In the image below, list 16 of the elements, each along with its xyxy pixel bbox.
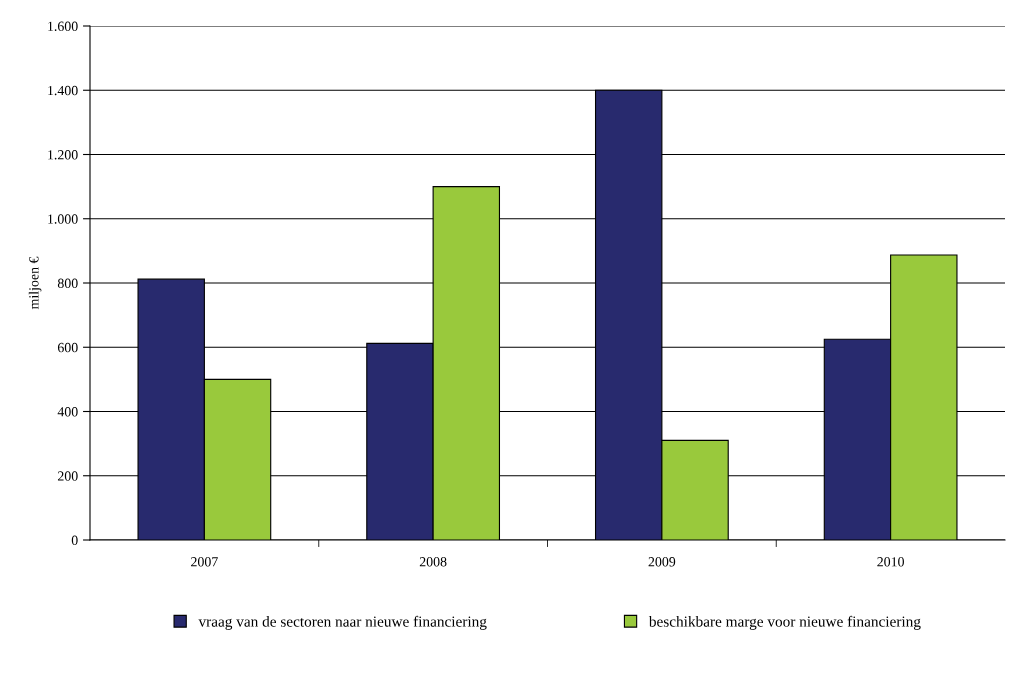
legend-label: vraag van de sectoren naar nieuwe financiering [198, 615, 487, 630]
y-tick-label: 600 [57, 342, 78, 353]
x-tick-label: 2010 [877, 557, 904, 567]
x-tick-label: 2008 [419, 557, 447, 567]
x-tick-label: 2009 [648, 557, 676, 567]
x-tick-label: 2007 [191, 557, 218, 567]
y-tick-label: 800 [57, 278, 78, 288]
y-axis-title: miljoen € [28, 256, 42, 310]
y-tick-label: 1.000 [48, 214, 78, 224]
y-tick-label: 1.200 [48, 150, 78, 160]
y-tick-label: 400 [57, 407, 78, 417]
y-tick-label: 1.400 [48, 85, 78, 96]
legend-label: beschikbare marge voor nieuwe financiering [648, 615, 921, 630]
y-tick-label: 1.600 [48, 21, 78, 32]
y-tick-label: 200 [57, 471, 78, 481]
y-tick-label: 0 [71, 535, 78, 545]
